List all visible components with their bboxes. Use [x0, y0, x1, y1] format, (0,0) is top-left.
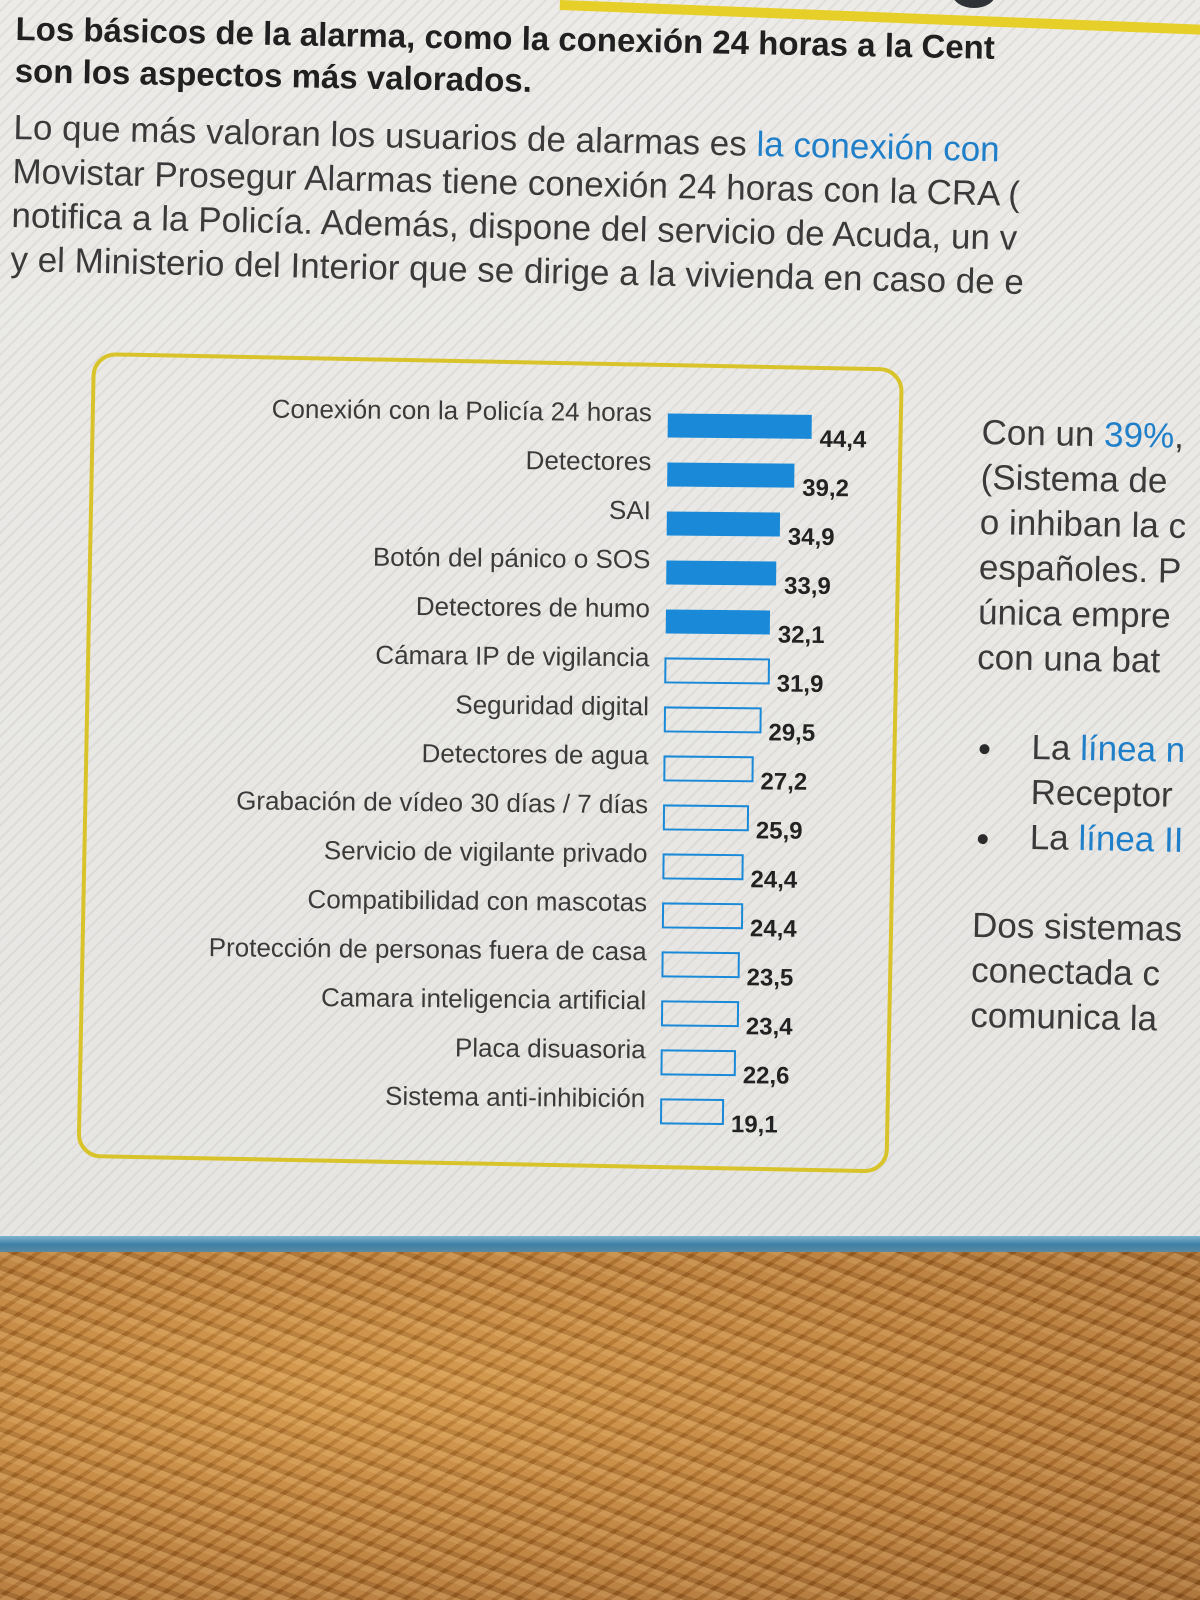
- side-bullet-1: La línea n: [975, 724, 1200, 775]
- category-label: Conexión con la Policía 24 horas: [272, 394, 652, 428]
- bar: [660, 1049, 737, 1077]
- category-label: SAI: [609, 495, 651, 525]
- value-label: 33,9: [784, 573, 831, 600]
- dark-circle-decoration: [952, 0, 996, 8]
- value-label: 24,4: [750, 915, 798, 942]
- category-label: Grabación de vídeo 30 días / 7 días: [236, 785, 648, 819]
- bar: [660, 1000, 740, 1028]
- side-bullet-1-pre: La: [1031, 728, 1081, 768]
- side-bullet-2-pre: La: [1029, 818, 1079, 858]
- category-label: Detectores: [525, 445, 651, 476]
- bar: [662, 804, 750, 832]
- bar-chart-svg: Conexión con la Policía 24 horas 44,4 Dete…: [209, 394, 867, 1139]
- side-highlight-percent: 39%: [1103, 415, 1175, 456]
- category-label: Placa disuasoria: [455, 1032, 647, 1064]
- bar: [664, 657, 770, 685]
- value-label: 19,1: [731, 1111, 778, 1138]
- bar: [662, 853, 744, 881]
- value-label: 31,9: [777, 671, 824, 698]
- value-label: 44,4: [819, 426, 867, 453]
- side-gap: [976, 680, 1200, 730]
- side-line-2: (Sistema de: [980, 457, 1168, 501]
- category-label: Detectores de humo: [416, 591, 650, 623]
- side-paragraph-2-line-2: conectada c: [970, 950, 1161, 994]
- side-line-1: Con un 39%,: [981, 410, 1200, 461]
- bar: [666, 560, 777, 586]
- side-line-6: con una bat: [976, 637, 1161, 681]
- category-label: Compatibilidad con mascotas: [307, 884, 647, 917]
- category-label: Cámara IP de vigilancia: [375, 640, 650, 673]
- category-label: Seguridad digital: [455, 689, 649, 721]
- bar: [661, 902, 744, 930]
- value-label: 39,2: [802, 475, 849, 502]
- category-label: Detectores de agua: [421, 738, 649, 770]
- value-label: 34,9: [788, 524, 835, 551]
- side-text-column: Con un 39%, (Sistema de o inhiban la c e…: [970, 410, 1200, 1044]
- bar: [665, 609, 771, 635]
- category-label: Camara inteligencia artificial: [321, 982, 646, 1015]
- bar: [661, 951, 740, 979]
- value-label: 23,4: [746, 1013, 794, 1040]
- side-bullet-2-highlight: línea II: [1078, 818, 1184, 860]
- bar: [663, 755, 754, 783]
- value-label: 27,2: [760, 768, 807, 795]
- category-label: Botón del pánico o SOS: [373, 542, 651, 575]
- value-label: 29,5: [768, 719, 815, 746]
- side-paragraph-2-line-3: comunica la: [970, 995, 1158, 1039]
- category-label: Servicio de vigilante privado: [324, 835, 648, 868]
- brochure-page: Los básicos de la alarma, como la conexi…: [0, 0, 1200, 1252]
- bar: [663, 706, 762, 734]
- side-paragraph-2-line-1: Dos sistemas: [971, 905, 1183, 949]
- wooden-table-surface: [0, 1252, 1200, 1600]
- category-label: Protección de personas fuera de casa: [209, 932, 648, 966]
- value-label: 22,6: [743, 1062, 790, 1089]
- value-label: 23,5: [746, 964, 793, 991]
- side-line-1-pre: Con un: [981, 412, 1105, 455]
- bar-chart: Conexión con la Policía 24 horas 44,4 Dete…: [93, 392, 900, 1140]
- bar: [667, 413, 812, 439]
- intro-highlight: la conexión con: [756, 124, 1001, 170]
- side-gap-2: [973, 859, 1200, 909]
- bar: [659, 1098, 725, 1126]
- side-bullet-2: La línea II: [973, 814, 1200, 865]
- side-bullet-1-highlight: línea n: [1079, 728, 1186, 770]
- page-bottom-edge: [0, 1236, 1200, 1252]
- value-label: 24,4: [750, 866, 798, 893]
- side-line-3: o inhiban la c: [979, 502, 1187, 546]
- side-line-5: única empre: [977, 592, 1172, 636]
- side-line-4: españoles. P: [978, 547, 1182, 591]
- intro-paragraph: Lo que más valoran los usuarios de alarm…: [10, 106, 1200, 310]
- value-label: 25,9: [756, 817, 803, 844]
- side-line-1-post: ,: [1173, 416, 1185, 456]
- category-label: Sistema anti-inhibición: [385, 1081, 645, 1113]
- bar: [667, 462, 795, 488]
- value-label: 32,1: [778, 622, 825, 649]
- side-bullet-1-continued: Receptor: [1030, 773, 1174, 815]
- bar: [666, 511, 781, 537]
